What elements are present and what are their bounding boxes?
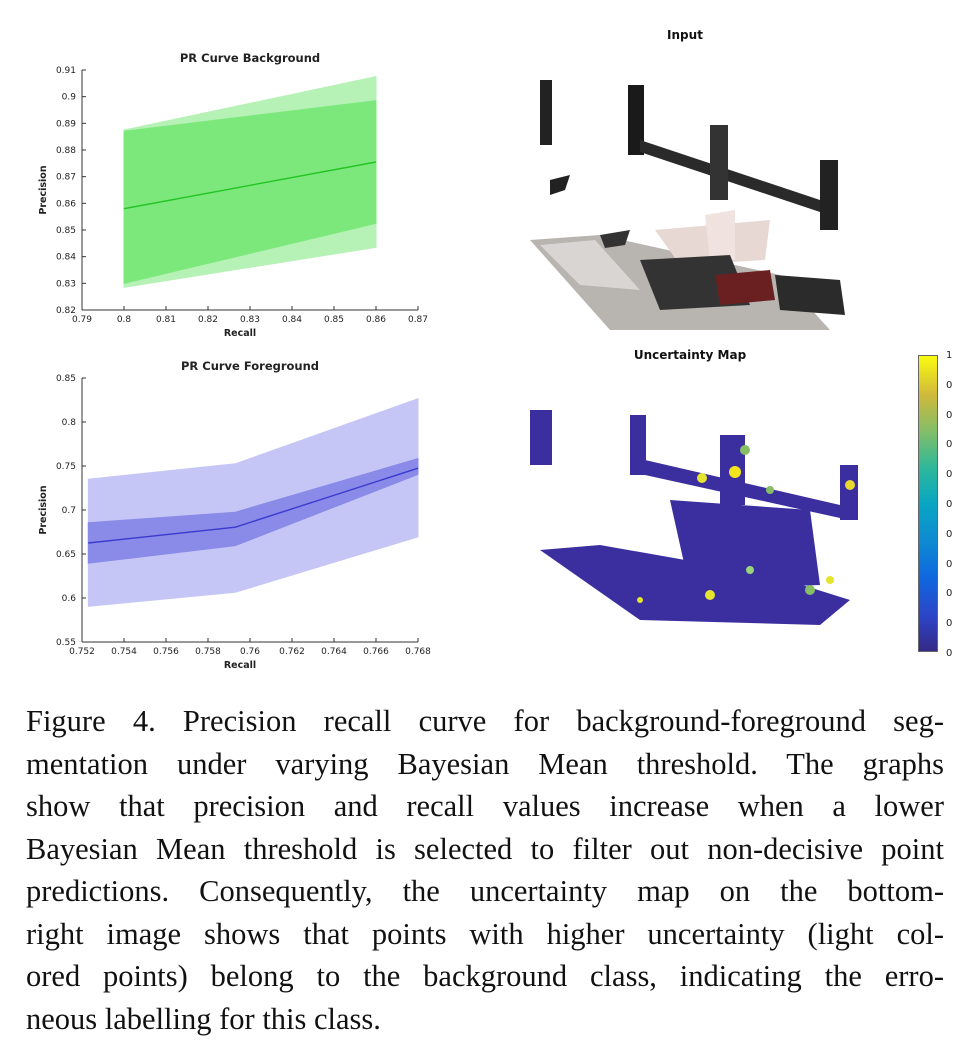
caption-line: ored points) belong to the background cl…: [26, 955, 944, 998]
caption-line: Figure 4. Precision recall curve for bac…: [26, 700, 944, 743]
y-axis-label: Precision: [38, 485, 49, 534]
pr-curve-background-svg: PR Curve Background 0.79 0.8 0.81 0.82 0.83 0.…: [0, 40, 440, 345]
figure-caption: Figure 4. Precision recall curve for bac…: [26, 700, 944, 1040]
chart-title: PR Curve Background: [180, 51, 320, 65]
uncertainty-map-drawing: [520, 400, 870, 630]
y-tick-label: 0.9: [62, 93, 77, 103]
y-tick-label: 0.82: [56, 306, 76, 316]
y-tick-label: 0.85: [56, 226, 76, 236]
caption-line: right image shows that points with highe…: [26, 913, 944, 956]
x-tick-label: 0.762: [279, 647, 305, 657]
colorbar-tick-label: 0: [946, 559, 952, 570]
input-point-cloud-drawing: [520, 60, 860, 335]
x-tick-label: 0.79: [72, 315, 92, 325]
x-axis-label: Recall: [224, 328, 256, 339]
y-tick-label: 0.55: [56, 638, 76, 648]
input-panel-title: Input: [640, 28, 730, 42]
y-tick-label: 0.84: [56, 253, 76, 263]
x-tick-label: 0.764: [321, 647, 347, 657]
x-tick-label: 0.756: [153, 647, 179, 657]
y-tick-label: 0.86: [56, 199, 76, 209]
caption-line: show that precision and recall values in…: [26, 785, 944, 828]
y-tick-label: 0.85: [56, 374, 76, 384]
colorbar-tick-label: 0: [946, 618, 952, 629]
x-axis-label: Recall: [224, 660, 256, 671]
x-tick-label: 0.754: [111, 647, 137, 657]
x-tick-label: 0.81: [156, 315, 176, 325]
colorbar-tick-label: 1: [946, 350, 952, 361]
y-tick-label: 0.75: [56, 462, 76, 472]
y-tick-label: 0.83: [56, 279, 76, 289]
x-tick-label: 0.85: [324, 315, 344, 325]
colorbar-tick-label: 0: [946, 410, 952, 421]
y-tick-label: 0.89: [56, 119, 76, 129]
x-tick-label: 0.83: [240, 315, 260, 325]
y-tick-label: 0.88: [56, 146, 76, 156]
uncertainty-map-title: Uncertainty Map: [610, 348, 770, 362]
pr-curve-background-chart: PR Curve Background 0.79 0.8 0.81 0.82 0.83 0.…: [0, 40, 440, 345]
x-tick-label: 0.87: [408, 315, 428, 325]
y-tick-label: 0.7: [62, 506, 76, 516]
x-tick-label: 0.768: [405, 647, 431, 657]
uncertainty-map-image: [520, 400, 870, 630]
input-point-cloud-image: [520, 60, 860, 335]
x-tick-label: 0.758: [195, 647, 221, 657]
caption-line: mentation under varying Bayesian Mean th…: [26, 743, 944, 786]
caption-line: Bayesian Mean threshold is selected to f…: [26, 828, 944, 871]
outer-band: [88, 399, 418, 607]
caption-line: predictions. Consequently, the uncertain…: [26, 870, 944, 913]
y-tick-label: 0.6: [62, 594, 77, 604]
x-tick-label: 0.86: [366, 315, 386, 325]
y-tick-label: 0.65: [56, 550, 76, 560]
colorbar-tick-label: 0: [946, 439, 952, 450]
x-tick-label: 0.84: [282, 315, 302, 325]
chart-title: PR Curve Foreground: [181, 359, 319, 373]
y-tick-label: 0.87: [56, 173, 76, 183]
y-tick-label: 0.8: [62, 418, 77, 428]
colorbar-tick-label: 0: [946, 529, 952, 540]
x-tick-label: 0.76: [240, 647, 260, 657]
pr-curve-foreground-svg: PR Curve Foreground 0.752 0.754 0.756 0.758 0…: [0, 350, 440, 680]
colorbar-tick-label: 0: [946, 380, 952, 391]
colorbar-tick-label: 0: [946, 469, 952, 480]
colorbar-tick-label: 0: [946, 648, 952, 659]
x-tick-label: 0.82: [198, 315, 218, 325]
pr-curve-foreground-chart: PR Curve Foreground 0.752 0.754 0.756 0.758 0…: [0, 350, 440, 680]
colorbar-tick-label: 0: [946, 588, 952, 599]
y-tick-label: 0.91: [56, 66, 76, 76]
colorbar-tick-label: 0: [946, 499, 952, 510]
uncertainty-colorbar: [918, 355, 938, 652]
x-tick-label: 0.752: [69, 647, 95, 657]
caption-line: neous labelling for this class.: [26, 998, 944, 1040]
x-tick-label: 0.766: [363, 647, 389, 657]
x-tick-label: 0.8: [117, 315, 132, 325]
y-axis-label: Precision: [38, 165, 49, 214]
